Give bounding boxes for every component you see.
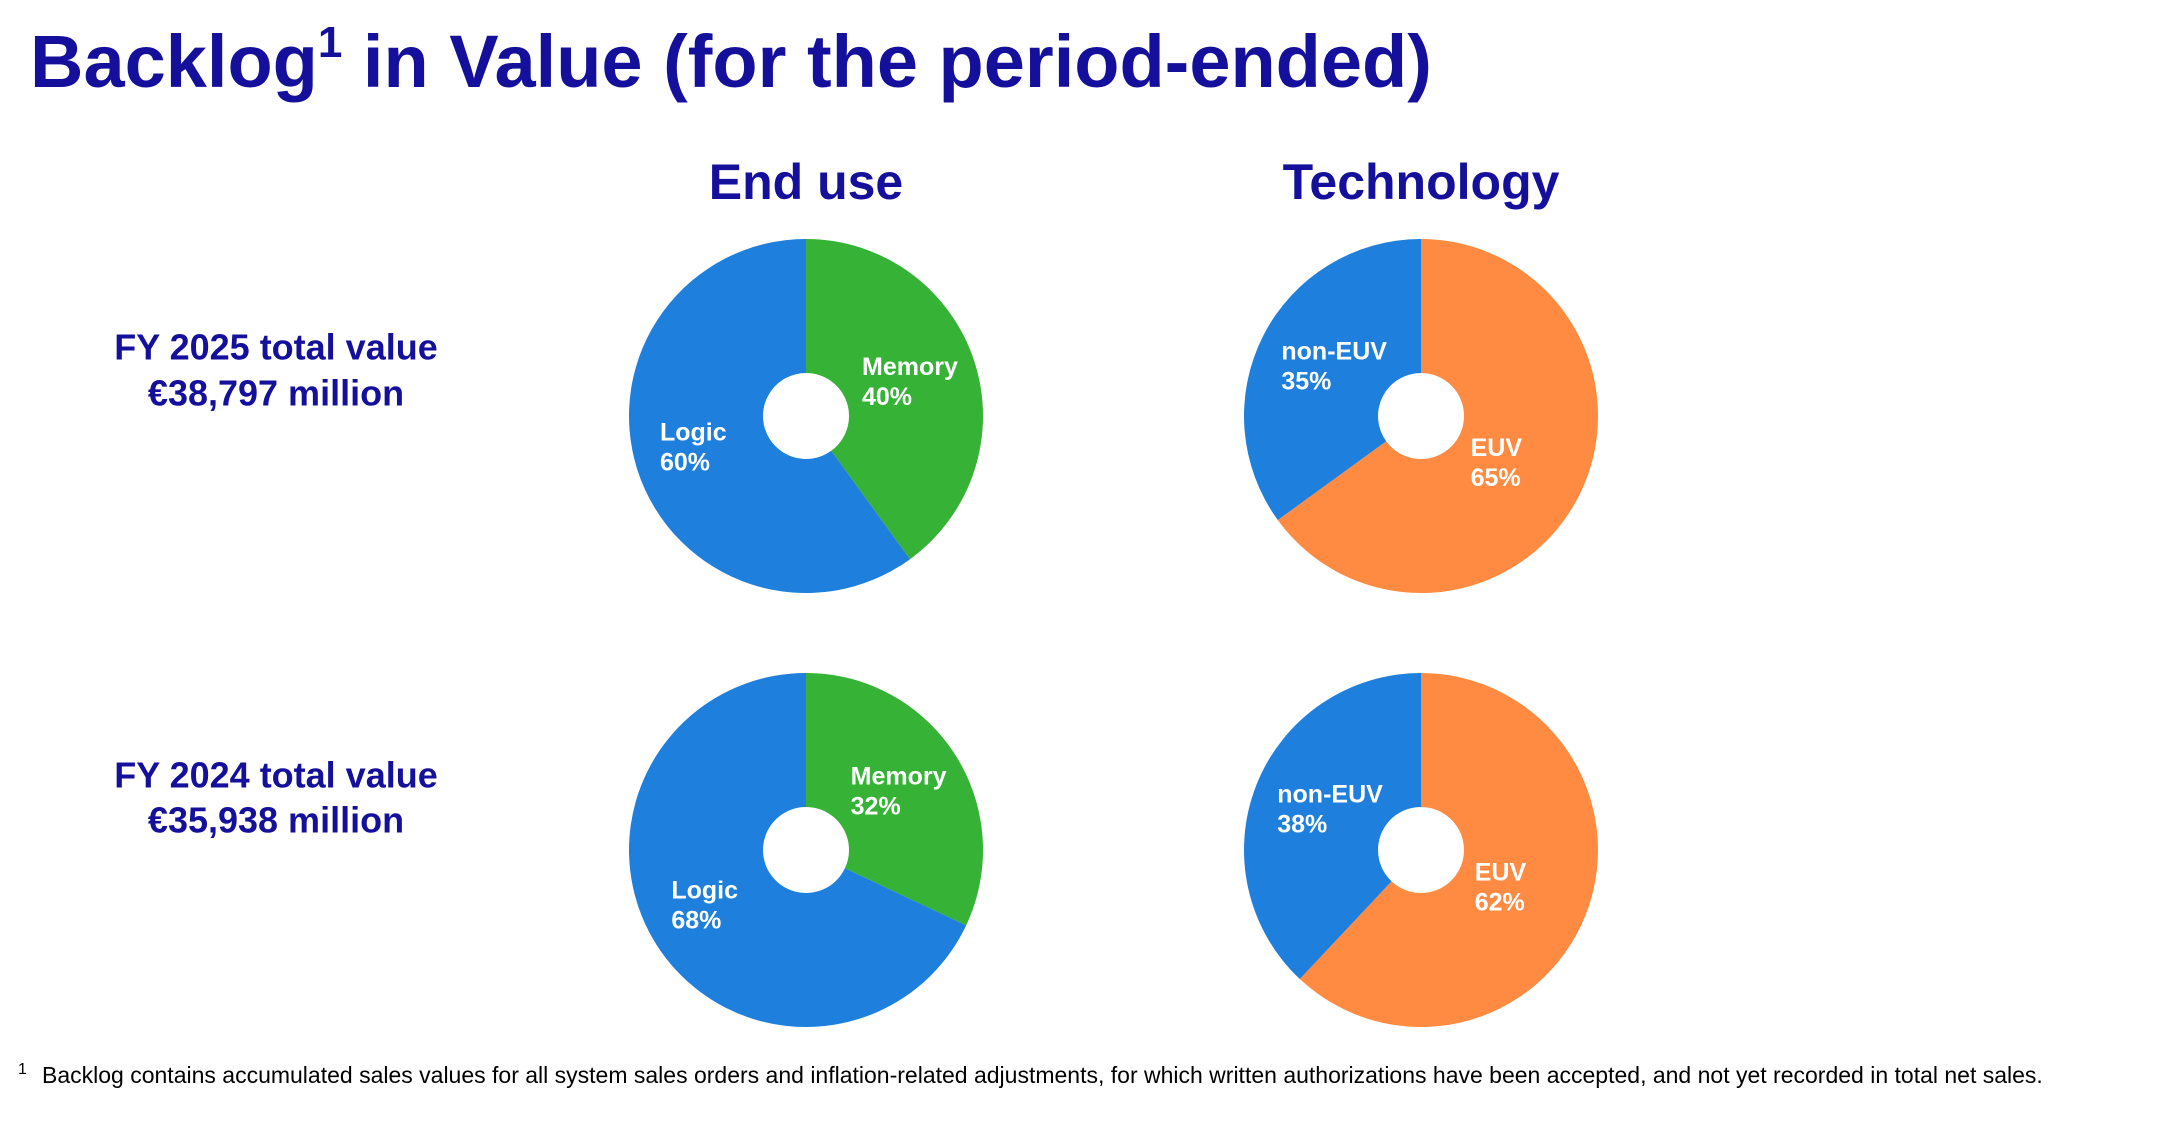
column-header: Technology (1283, 154, 1560, 210)
slice-label: 68% (671, 907, 721, 935)
slice-category: Logic (671, 877, 738, 905)
slice-label: 62% (1475, 889, 1525, 917)
title-text: Backlog (30, 20, 318, 103)
column-header: End use (709, 154, 903, 210)
pie-slice (629, 673, 967, 1027)
slice-label: 32% (851, 793, 901, 821)
slice-category: non-EUV (1281, 337, 1387, 365)
row-total: €35,938 million (148, 800, 404, 841)
slice-label: 40% (862, 383, 912, 411)
charts: End use Technology FY 2025 total value €… (114, 154, 1599, 1027)
slice-category: Memory (851, 763, 947, 791)
pie-slice (628, 239, 911, 593)
slice-label: 60% (660, 448, 710, 476)
slide-title: Backlog1 in Value (for the period-ended) (30, 18, 1432, 104)
slice-label: 35% (1281, 367, 1331, 395)
title-rest: in Value (for the period-ended) (342, 20, 1432, 103)
row-label: FY 2025 total value (114, 327, 438, 368)
slice-category: EUV (1471, 434, 1523, 462)
row-label: FY 2024 total value (114, 755, 438, 796)
row-total: €38,797 million (148, 373, 404, 414)
slice-label: 65% (1471, 464, 1521, 492)
footnote-marker: 1 (18, 1061, 27, 1078)
slice-category: EUV (1475, 859, 1527, 887)
footnote-text: Backlog contains accumulated sales value… (42, 1062, 2043, 1088)
pie-slice (1244, 239, 1421, 521)
pie-slice (806, 239, 983, 560)
title-superscript: 1 (317, 18, 343, 67)
pie-slice (806, 673, 983, 926)
slice-category: non-EUV (1277, 781, 1383, 809)
pie-slice (1299, 673, 1598, 1027)
slice-label: 38% (1277, 811, 1327, 839)
pie-slice (1277, 239, 1599, 593)
footnote: 1 Backlog contains accumulated sales valu… (18, 1061, 2168, 1089)
slice-category: Logic (660, 418, 727, 446)
pie-slice (1244, 673, 1421, 980)
slice-category: Memory (862, 353, 958, 381)
